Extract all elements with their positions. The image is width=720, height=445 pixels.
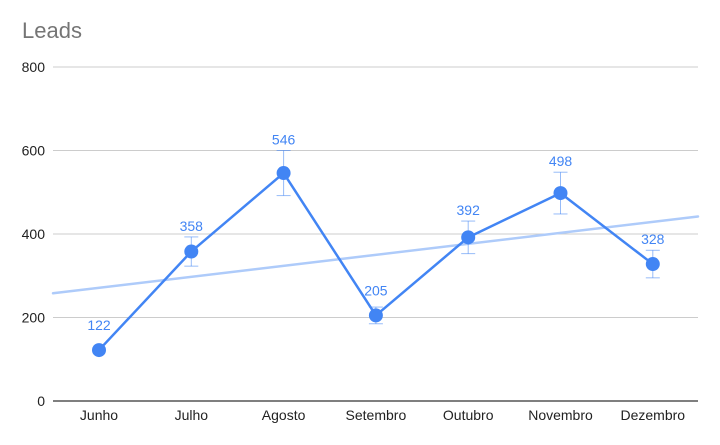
data-point	[184, 244, 199, 259]
x-axis-ticks: Junho Julho Agosto Setembro Outubro Novembro D…	[80, 407, 685, 423]
data-labels: 122 358 546 205 392 498 328	[87, 132, 664, 334]
data-points	[92, 166, 660, 358]
error-bars	[184, 150, 660, 325]
gridlines	[53, 66, 698, 402]
y-axis-ticks: 0 200 400 600 800	[22, 59, 46, 409]
data-point	[276, 166, 291, 181]
data-point	[368, 308, 383, 323]
x-tick-label: Novembro	[528, 407, 593, 423]
y-tick-label: 400	[22, 226, 46, 242]
x-tick-label: Dezembro	[621, 407, 686, 423]
data-point	[645, 257, 660, 272]
data-label: 205	[364, 282, 388, 298]
data-label: 358	[180, 218, 204, 234]
data-point	[461, 230, 476, 245]
y-tick-label: 800	[22, 59, 46, 75]
y-tick-label: 200	[22, 310, 46, 326]
data-label: 392	[457, 202, 481, 218]
x-tick-label: Setembro	[346, 407, 407, 423]
data-point	[553, 186, 568, 201]
data-label: 498	[549, 153, 573, 169]
data-label: 546	[272, 132, 296, 148]
trendline	[51, 215, 700, 295]
data-label: 122	[87, 317, 111, 333]
x-tick-label: Agosto	[262, 407, 306, 423]
data-point	[92, 343, 106, 358]
y-tick-label: 600	[22, 143, 46, 159]
chart-title: Leads	[22, 18, 82, 43]
data-label: 328	[641, 231, 665, 247]
x-tick-label: Outubro	[443, 407, 494, 423]
x-tick-label: Junho	[80, 407, 118, 423]
x-tick-label: Julho	[175, 407, 209, 423]
y-tick-label: 0	[37, 393, 45, 409]
trendline-layer	[51, 215, 700, 295]
